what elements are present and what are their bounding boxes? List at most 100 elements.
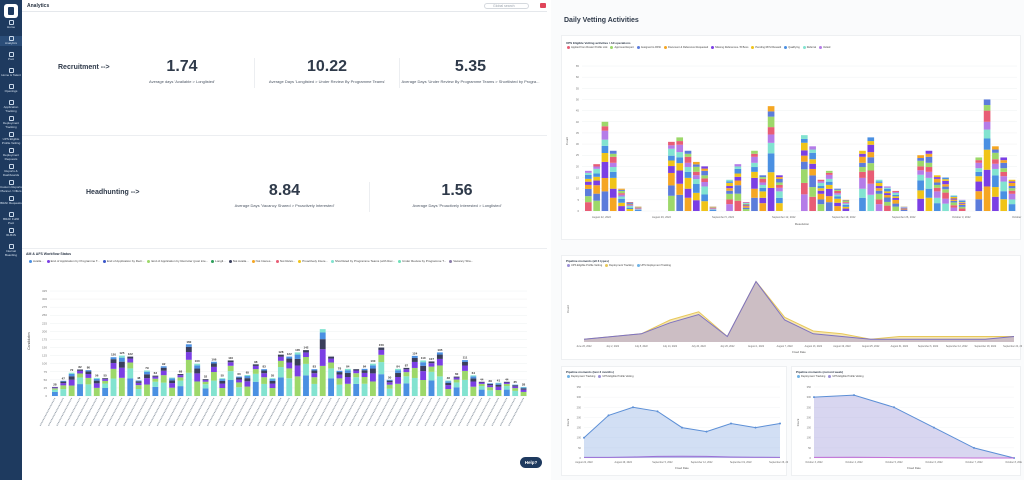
bar-segment <box>110 368 117 379</box>
x-tick-label: July 14, 2022 <box>663 345 678 348</box>
legend-label[interactable]: Vacancy Sha... <box>453 259 474 263</box>
bar-data-label: 60 <box>455 372 459 376</box>
bar-segment <box>734 200 742 211</box>
legend-label[interactable]: Deployment Tracking <box>801 375 826 379</box>
sidebar-item[interactable]: BRAF Fulfill Pool <box>0 212 22 225</box>
bar-segment <box>135 380 142 382</box>
bar-segment <box>395 383 401 396</box>
sidebar-item[interactable]: Reports & Dashboards <box>0 164 22 177</box>
bar-segment <box>177 380 184 387</box>
sidebar-item[interactable]: Application Tracking <box>0 100 22 113</box>
legend-label[interactable]: End of Application by Recr... <box>106 259 145 263</box>
legend-label[interactable]: Shortlisted by Programme Teams (with Rec… <box>334 259 396 263</box>
legend-label[interactable]: Not Interes... <box>255 259 273 263</box>
sidebar-item[interactable]: Home & Talent <box>0 68 22 78</box>
sidebar-item[interactable]: Pool <box>0 52 22 62</box>
legend-label[interactable]: UPS Eligible Profile Vetting <box>602 375 634 379</box>
legend-label[interactable]: Deployment Tracking <box>609 264 634 268</box>
app-logo[interactable] <box>4 4 18 18</box>
bar-segment <box>269 380 276 384</box>
x-tick-label <box>215 397 232 427</box>
bar-data-label: 55 <box>103 374 107 378</box>
bar-segment <box>618 190 625 194</box>
legend-label[interactable]: Qualifying <box>788 46 800 50</box>
bar-segment <box>593 200 600 211</box>
data-point <box>730 422 732 425</box>
bar-segment <box>135 389 142 396</box>
legend-label[interactable]: Longli... <box>215 259 226 263</box>
legend-label[interactable]: Missing References / B Boxs <box>715 46 749 50</box>
sidebar-item[interactable]: Analytics <box>0 36 22 46</box>
sidebar-item[interactable]: Openings <box>0 84 22 94</box>
bar-segment <box>202 381 209 385</box>
sidebar-item[interactable]: Deployment Requests <box>0 148 22 161</box>
bar-segment <box>395 368 401 371</box>
bar-segment <box>118 367 125 378</box>
bar-segment <box>925 197 933 211</box>
legend-label[interactable]: Availa... <box>33 259 44 263</box>
legend-label[interactable]: Deployment Tracking <box>571 375 596 379</box>
bar-segment <box>261 369 268 371</box>
bar-segment <box>585 172 592 175</box>
bar-segment <box>160 375 167 383</box>
legend-label[interactable]: UPS Eligible Profile Vetting <box>832 375 864 379</box>
bar-segment <box>118 355 125 358</box>
legend-label[interactable]: Assigned to RFSI <box>640 46 661 50</box>
sidebar-item[interactable]: UPS Eligible Profile Vetting <box>0 132 22 145</box>
bar-segment <box>261 377 268 384</box>
bar-segment <box>135 381 142 383</box>
legend-label[interactable]: End of Application by Programme T... <box>50 259 100 263</box>
notification-icon[interactable] <box>540 3 546 8</box>
legend-label[interactable]: Proactively Intere... <box>302 259 328 263</box>
bar-segment <box>609 177 617 189</box>
sidebar-item[interactable]: Internal Boarding <box>0 244 22 257</box>
x-tick-label: September 19, 2022 <box>730 461 752 464</box>
bar-segment <box>60 385 67 390</box>
help-button[interactable]: Help? <box>520 457 542 468</box>
sidebar-item[interactable]: Home <box>0 20 22 30</box>
bar-segment <box>68 372 75 374</box>
bar-segment <box>801 142 808 151</box>
bar-segment <box>942 186 949 190</box>
x-tick-label <box>190 397 207 427</box>
bar-segment <box>378 347 385 350</box>
bar-segment <box>194 368 201 374</box>
pipeline-panel-week: Pipeline moments (current week) Deployme… <box>791 366 1022 476</box>
bar-segment <box>445 381 452 383</box>
y-tick-label: 35 <box>576 131 580 135</box>
y-tick-label: 10 <box>576 187 580 191</box>
sidebar-item[interactable]: Deployment Tracking <box>0 116 22 129</box>
x-tick-label: September 12, 2022 <box>946 345 968 348</box>
legend-label[interactable]: UPS Eligible Profile Vetting <box>571 264 603 268</box>
sidebar-item[interactable]: BRAF Requests <box>0 196 22 206</box>
sidebar-item[interactable]: ID-B4S <box>0 228 22 238</box>
legend-label[interactable]: Referral <box>806 46 816 50</box>
bar-segment <box>428 361 435 364</box>
search-input[interactable]: Global search <box>484 3 529 9</box>
legend-swatch <box>567 264 570 267</box>
sidebar-item[interactable]: Custom Reports Planner / Offers <box>0 180 22 193</box>
legend-label[interactable]: Not Availa... <box>232 259 249 263</box>
bar-segment <box>428 371 435 381</box>
bar-segment <box>503 389 510 396</box>
section-title: Daily Vetting Activities <box>564 17 639 24</box>
legend-label[interactable]: UPS Deployment Tracking <box>640 264 671 268</box>
bar-data-label: 135 <box>295 348 300 352</box>
legend-label[interactable]: Document & Reference Requested <box>668 46 709 50</box>
y-tick-label: 100 <box>42 362 47 366</box>
bar-segment <box>344 383 351 396</box>
bar-segment <box>676 137 684 142</box>
legend-label[interactable]: Under Review by Programme T... <box>402 259 447 263</box>
legend-label[interactable]: Applied from Roster Profile Link <box>571 46 608 50</box>
legend-swatch <box>797 375 800 378</box>
legend-label[interactable]: Pending RFSI Reward <box>755 46 782 50</box>
bar-segment <box>478 389 485 396</box>
legend-label[interactable]: Vetted <box>822 46 831 50</box>
legend-label[interactable]: End of Application by Recruiter (post in… <box>151 259 209 263</box>
legend-swatch <box>330 259 334 263</box>
legend-label[interactable]: Approved Expert <box>614 46 634 50</box>
bar-segment <box>353 370 360 374</box>
legend-label[interactable]: Not Relev... <box>279 259 296 263</box>
bar-segment <box>983 105 991 111</box>
bar-segment <box>236 382 242 388</box>
